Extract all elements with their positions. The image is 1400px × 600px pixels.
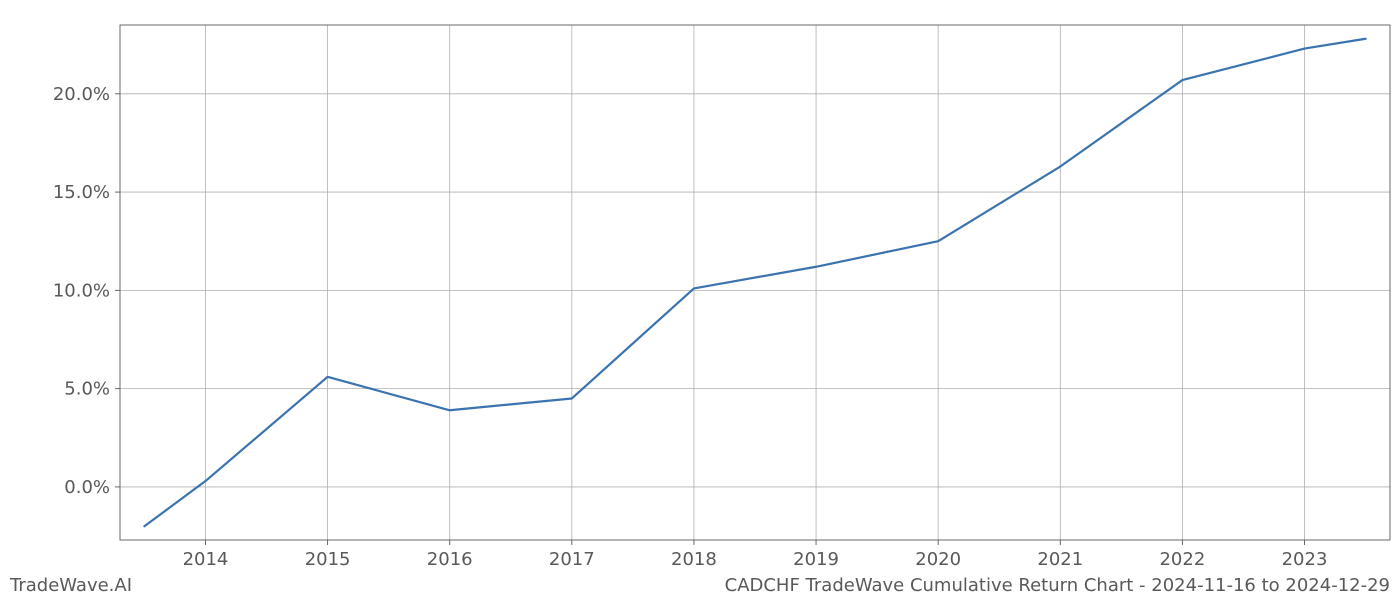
y-tick-label: 20.0%: [53, 84, 110, 105]
chart-caption: CADCHF TradeWave Cumulative Return Chart…: [725, 575, 1390, 596]
y-tick-label: 0.0%: [64, 477, 110, 498]
x-tick-label: 2023: [1282, 549, 1328, 570]
x-tick-label: 2022: [1159, 549, 1205, 570]
x-tick-label: 2017: [549, 549, 595, 570]
x-tick-label: 2018: [671, 549, 717, 570]
watermark-left: TradeWave.AI: [10, 575, 132, 596]
x-tick-label: 2015: [305, 549, 351, 570]
line-chart: 2014 2015 2016 2017 2018 2019 2020 2021 2022 2023…: [0, 0, 1400, 600]
y-tick-label: 10.0%: [53, 280, 110, 301]
y-tick-label: 15.0%: [53, 182, 110, 203]
chart-container: 2014 2015 2016 2017 2018 2019 2020 2021 2022 2023…: [0, 0, 1400, 600]
x-tick-label: 2019: [793, 549, 839, 570]
x-tick-label: 2014: [183, 549, 229, 570]
x-tick-label: 2016: [427, 549, 473, 570]
x-tick-label: 2021: [1037, 549, 1083, 570]
x-tick-label: 2020: [915, 549, 961, 570]
y-tick-label: 5.0%: [64, 379, 110, 400]
